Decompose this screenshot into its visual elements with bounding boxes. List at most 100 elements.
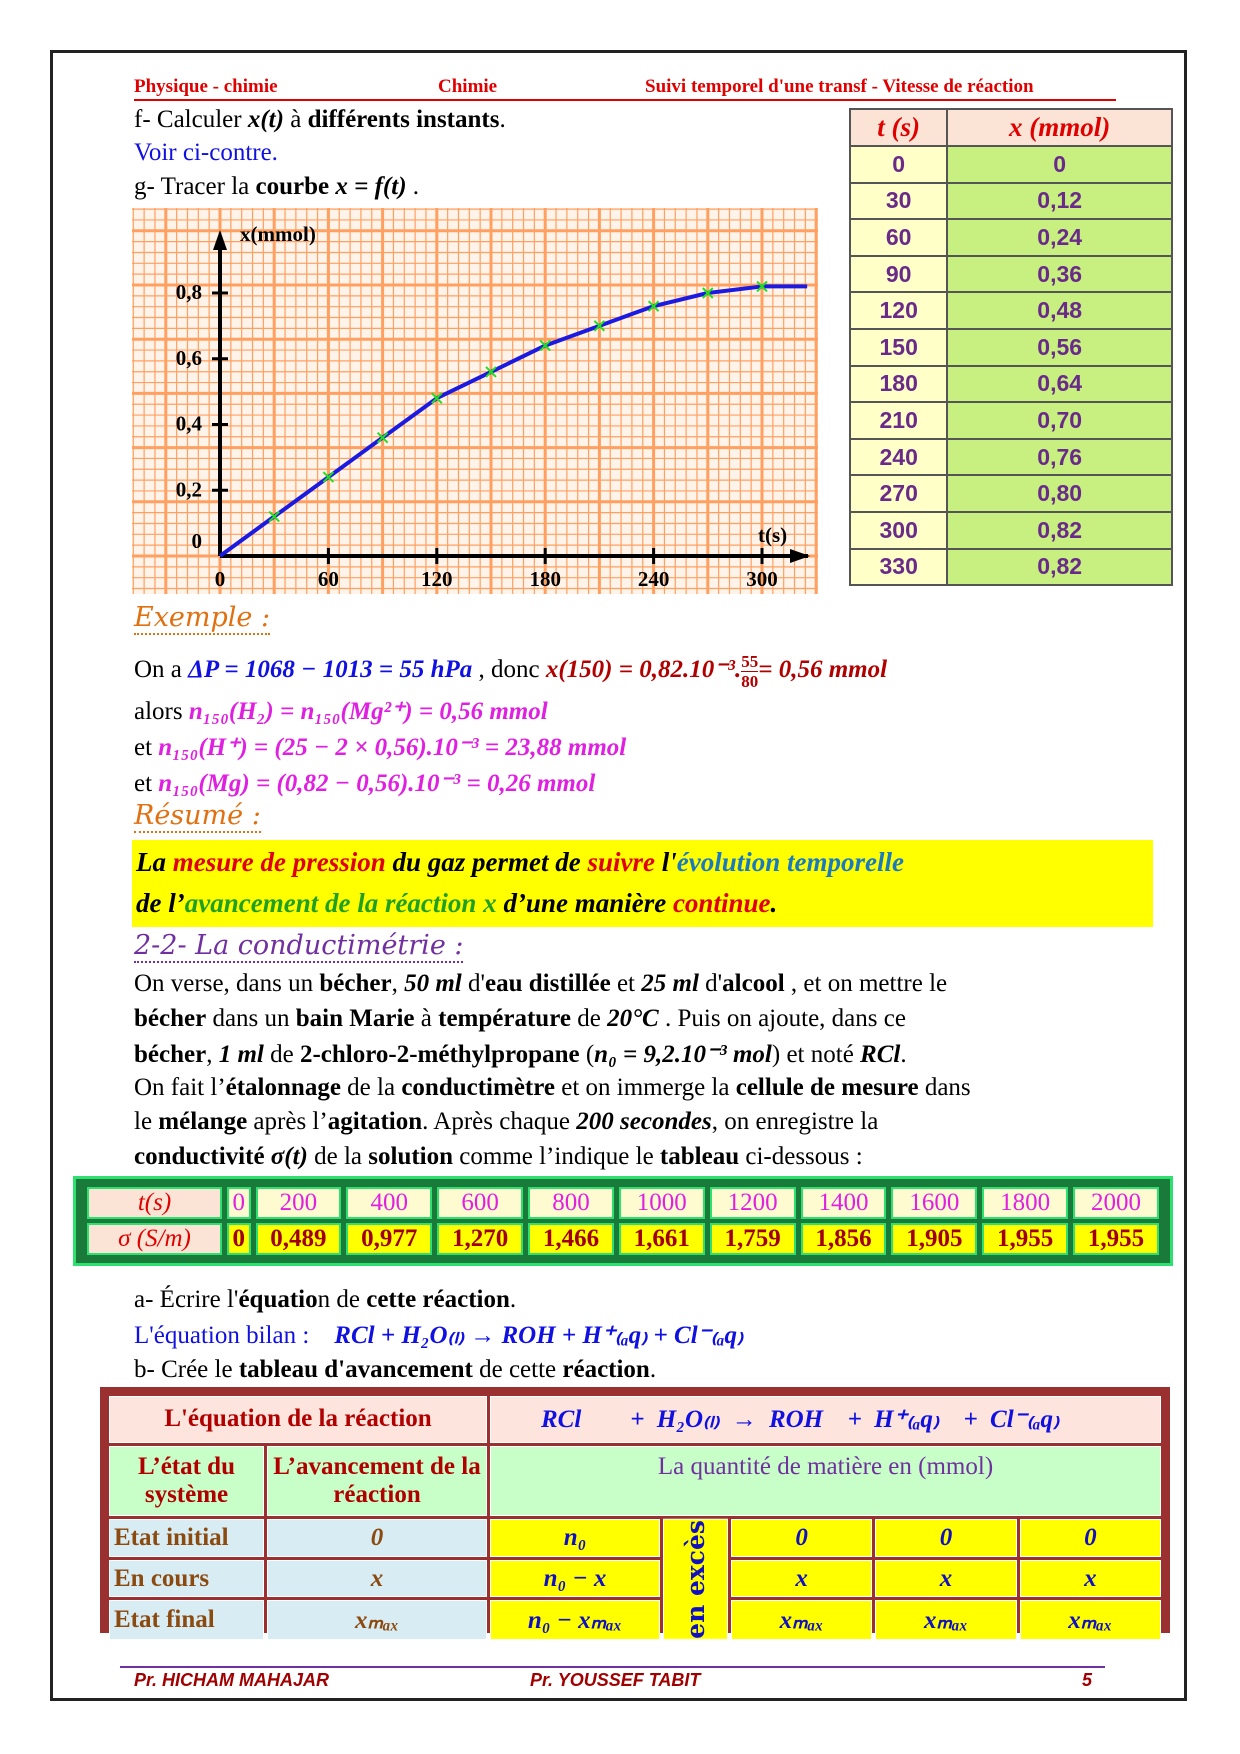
bold-text: conductimètre bbox=[401, 1073, 555, 1101]
time-cell: 1600 bbox=[891, 1187, 978, 1219]
math-text: x(t) bbox=[247, 106, 284, 133]
rcl-cell: n₀ bbox=[490, 1519, 660, 1557]
graph-paper bbox=[132, 208, 818, 594]
sigma-cell: 1,466 bbox=[528, 1223, 614, 1255]
cell-x: 0,48 bbox=[946, 291, 1173, 330]
roh-cell: xₘₐₓ bbox=[731, 1600, 873, 1641]
paragraph-line: bécher dans un bain Marie à température … bbox=[134, 1005, 906, 1033]
header-t: t (s) bbox=[848, 108, 949, 147]
formula: n₁₅₀(H⁺) = (25 − 2 × 0,56).10⁻³ = 23,88 … bbox=[158, 734, 627, 761]
table-row: 240 0,76 bbox=[848, 437, 1173, 477]
resume-segment: La bbox=[136, 847, 173, 877]
cl-cell: x bbox=[1019, 1559, 1161, 1598]
text: , bbox=[391, 970, 405, 997]
cell-x: 0,64 bbox=[946, 364, 1173, 404]
equation-label-cell: L'équation de la réaction bbox=[109, 1396, 487, 1443]
excess-cell: en excès bbox=[663, 1519, 728, 1641]
cell-x: 0,36 bbox=[946, 254, 1173, 294]
text: , et on mettre le bbox=[784, 970, 948, 997]
text: ci-dessous : bbox=[739, 1143, 863, 1170]
question-b: b- Crée le tableau d'avancement de cette… bbox=[134, 1356, 656, 1384]
denominator: 80 bbox=[741, 672, 759, 691]
sigma-cell: 1,270 bbox=[437, 1223, 524, 1255]
resume-segment: du gaz permet de bbox=[385, 847, 588, 877]
state-label: L’état du système bbox=[109, 1445, 264, 1517]
text: , on enregistre la bbox=[711, 1108, 879, 1136]
resume-box: La mesure de pression du gaz permet de s… bbox=[132, 840, 1153, 927]
bold-text: courbe bbox=[255, 173, 330, 200]
bold-text: cellule de mesure bbox=[735, 1073, 919, 1101]
time-cell: 1800 bbox=[982, 1187, 1069, 1219]
cell-t: 150 bbox=[848, 327, 949, 367]
paragraph-line: On fait l’étalonnage de la conductimètre… bbox=[134, 1074, 971, 1102]
sigma-cell: 1,955 bbox=[982, 1223, 1069, 1255]
resume-segment: de l’ bbox=[136, 888, 185, 918]
table-row: 330 0,82 bbox=[848, 547, 1173, 587]
text: et bbox=[134, 734, 159, 761]
paragraph-line: le mélange après l’agitation. Après chaq… bbox=[134, 1108, 878, 1136]
curve-x-vs-t bbox=[218, 284, 808, 558]
roh-cell: 0 bbox=[731, 1519, 873, 1557]
data-point-marker bbox=[431, 392, 443, 404]
cell-x: 0,70 bbox=[946, 401, 1173, 440]
question-f-answer: Voir ci-contre. bbox=[134, 139, 278, 166]
text: le bbox=[134, 1108, 159, 1136]
resume-segment: . bbox=[770, 888, 778, 918]
data-point-marker bbox=[647, 300, 660, 312]
time-cell: 400 bbox=[346, 1187, 433, 1219]
text: comme l’indique le bbox=[453, 1143, 660, 1170]
time-cell: 1000 bbox=[618, 1187, 705, 1219]
table-row: 120 0,48 bbox=[848, 291, 1173, 330]
text: de bbox=[570, 1004, 608, 1032]
time-cell: 200 bbox=[255, 1187, 342, 1219]
cell-x: 0,12 bbox=[946, 181, 1173, 221]
roh-cell: x bbox=[731, 1559, 873, 1598]
bold-text: solution bbox=[368, 1143, 454, 1170]
text: , bbox=[206, 1041, 219, 1069]
bold-text: température bbox=[438, 1004, 571, 1032]
y-tick-label: 0,8 bbox=[176, 280, 202, 304]
text: d' bbox=[461, 970, 486, 997]
table-row: 30 0,12 bbox=[848, 181, 1173, 221]
reactant-rcl: RCl bbox=[541, 1406, 582, 1434]
resume-segment: l' bbox=[655, 847, 677, 877]
advancement-label: L’avancement de la réaction bbox=[267, 1445, 487, 1517]
formula: n₁₅₀(Mg) = (0,82 − 0,56).10⁻³ = 0,26 mmo… bbox=[158, 770, 596, 797]
cl-cell: 0 bbox=[1019, 1519, 1161, 1557]
cell-t: 300 bbox=[848, 510, 949, 550]
cell-t: 90 bbox=[848, 254, 949, 294]
data-point-marker bbox=[322, 471, 335, 483]
header-subject: Physique - chimie bbox=[134, 76, 278, 97]
bold-text: tableau bbox=[659, 1143, 740, 1170]
text: . bbox=[499, 106, 506, 133]
resume-segment: suivre bbox=[587, 847, 656, 877]
example-line-2: alors n₁₅₀(H₂) = n₁₅₀(Mg²⁺) = 0,56 mmol bbox=[134, 696, 548, 726]
t-label: t(s) bbox=[87, 1187, 222, 1219]
product-cl: + Cl⁻₍ₐq₎ bbox=[963, 1406, 1060, 1434]
formula: n₁₅₀(H₂) = n₁₅₀(Mg²⁺) = 0,56 mmol bbox=[188, 698, 548, 725]
time-cell: 2000 bbox=[1073, 1187, 1159, 1219]
h-cell: xₘₐₓ bbox=[875, 1600, 1017, 1641]
paragraph-line: conductivité σ(t) de la solution comme l… bbox=[134, 1143, 863, 1171]
table-row: 90 0,36 bbox=[848, 254, 1173, 294]
example-line-1: On a ΔP = 1068 − 1013 = 55 hPa , donc x(… bbox=[134, 652, 887, 691]
equation-cell: RCl + H₂O₍ₗ₎ → ROH + H⁺₍ₐq₎ + Cl⁻₍ₐq₎ bbox=[490, 1396, 1161, 1443]
math-text: 25 ml bbox=[641, 970, 699, 997]
pressure-diff: ΔP = 1068 − 1013 = 55 hPa bbox=[188, 656, 473, 684]
table-row: Etat initial 0 n₀ en excès 0 0 0 bbox=[109, 1519, 1161, 1641]
text: g- Tracer la bbox=[134, 173, 256, 200]
cell-t: 60 bbox=[848, 218, 949, 257]
data-point-marker bbox=[268, 510, 280, 523]
text: n de bbox=[317, 1286, 367, 1313]
text: et bbox=[134, 770, 159, 797]
sigma-cell: 0 bbox=[227, 1223, 251, 1255]
y-tick-label: 0 bbox=[192, 529, 203, 553]
text: ( bbox=[579, 1041, 595, 1069]
example-line-3: et n₁₅₀(H⁺) = (25 − 2 × 0,56).10⁻³ = 23,… bbox=[134, 732, 626, 762]
reactant-water-product-roh: + H₂O₍ₗ₎ → ROH bbox=[630, 1406, 824, 1434]
sigma-cell: 0,977 bbox=[346, 1223, 433, 1255]
sigma-cell: 1,856 bbox=[800, 1223, 887, 1255]
text: de la bbox=[340, 1073, 402, 1101]
paragraph-line: bécher, 1 ml de 2-chloro-2-méthylpropane… bbox=[134, 1039, 907, 1069]
cell-x: 0,82 bbox=[946, 510, 1173, 550]
